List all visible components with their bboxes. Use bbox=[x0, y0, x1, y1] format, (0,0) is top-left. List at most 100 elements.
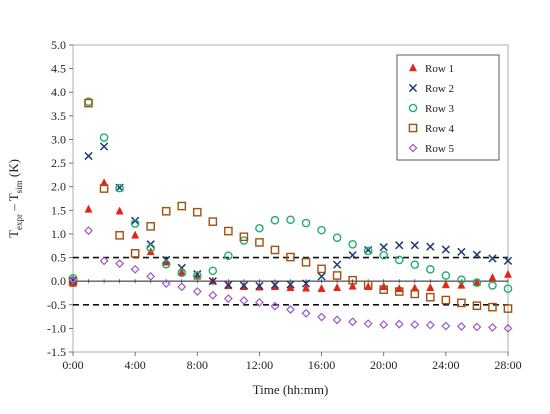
x-axis-label: Time (hh:mm) bbox=[253, 382, 329, 397]
series-3-point bbox=[208, 266, 218, 276]
series-2-point bbox=[426, 242, 435, 251]
series-2-point bbox=[488, 254, 497, 263]
series-3-point bbox=[488, 281, 497, 290]
series-2-point bbox=[317, 272, 326, 281]
series-5-point bbox=[286, 305, 295, 314]
y-tick-label: -0.5 bbox=[47, 298, 66, 312]
x-tick-label: 16:00 bbox=[308, 358, 335, 372]
y-tick-label: 1.5 bbox=[51, 203, 66, 217]
series-1-point bbox=[100, 178, 109, 187]
series-3-point bbox=[317, 225, 326, 235]
series-4-point bbox=[441, 295, 451, 305]
y-tick-label: 0.0 bbox=[51, 274, 66, 288]
series-2-point bbox=[332, 260, 342, 269]
series-1-point bbox=[302, 283, 311, 292]
series-5-point bbox=[239, 296, 249, 305]
series-4-point bbox=[115, 231, 124, 240]
series-3-point bbox=[146, 243, 155, 253]
series-3-point bbox=[270, 215, 280, 225]
series-5-point bbox=[84, 226, 93, 236]
series-3-point bbox=[348, 240, 357, 249]
legend-label: Row 3 bbox=[425, 103, 455, 115]
series-1-point bbox=[348, 281, 357, 290]
y-tick-label: 4.5 bbox=[51, 62, 66, 76]
series-4-point bbox=[472, 301, 482, 311]
series-1-point bbox=[317, 283, 326, 292]
series-3-point bbox=[363, 246, 373, 256]
series-5-point bbox=[410, 320, 420, 330]
series-4-point bbox=[379, 285, 389, 294]
series-4-point bbox=[503, 304, 513, 313]
series-4-point bbox=[192, 207, 202, 217]
x-tick-label: 8:00 bbox=[187, 358, 208, 372]
y-tick-label: -1.5 bbox=[47, 345, 66, 359]
legend-marker bbox=[408, 83, 418, 93]
series-5-point bbox=[223, 294, 233, 304]
series-2-point bbox=[379, 243, 388, 252]
series-4-point bbox=[348, 275, 357, 285]
y-tick-label: 3.0 bbox=[51, 132, 66, 146]
series-5-point bbox=[425, 320, 435, 330]
series-2-point bbox=[255, 281, 264, 291]
series-5-point bbox=[332, 315, 342, 325]
series-4-point bbox=[301, 257, 311, 267]
series-2-point bbox=[193, 269, 202, 279]
series-1-point bbox=[84, 204, 93, 213]
series-3-point bbox=[394, 255, 404, 265]
series-3-point bbox=[130, 219, 140, 228]
series-5-point bbox=[208, 290, 218, 300]
series-2-point bbox=[286, 280, 295, 289]
y-tick-label: -1.0 bbox=[47, 321, 66, 335]
series-2-point bbox=[131, 216, 140, 225]
y-tick-label: 3.5 bbox=[51, 109, 66, 123]
series-4-point bbox=[224, 226, 233, 236]
series-4-point bbox=[208, 217, 218, 226]
series-5-point bbox=[363, 319, 373, 329]
series-4-point bbox=[457, 298, 466, 308]
series-4-point bbox=[99, 184, 109, 193]
series-5-point bbox=[177, 282, 187, 292]
series-3-point bbox=[161, 259, 171, 269]
series-1-point bbox=[410, 283, 419, 292]
series-4-point bbox=[488, 302, 497, 312]
series-4-point bbox=[363, 280, 373, 290]
series-3-point bbox=[99, 133, 109, 142]
series-5-point bbox=[270, 301, 280, 311]
series-3-point bbox=[410, 260, 420, 269]
series-2-point bbox=[270, 280, 280, 290]
series-3-point bbox=[224, 251, 233, 260]
x-tick-label: 28:00 bbox=[494, 358, 521, 372]
series-2-point bbox=[457, 247, 466, 257]
series-2-point bbox=[224, 280, 233, 290]
series-5-point bbox=[68, 275, 78, 285]
series-5-point bbox=[301, 308, 311, 318]
y-tick-label: 2.5 bbox=[51, 156, 66, 170]
legend-label: Row 1 bbox=[425, 63, 454, 75]
series-5-point bbox=[115, 259, 125, 269]
series-2-point bbox=[239, 281, 249, 290]
legend-label: Row 4 bbox=[425, 123, 455, 135]
series-5-point bbox=[472, 322, 482, 332]
series-5-point bbox=[441, 321, 451, 331]
series-3-point bbox=[332, 233, 342, 243]
series-2-point bbox=[99, 142, 109, 151]
series-2-point bbox=[348, 251, 357, 260]
series-5-point bbox=[394, 319, 404, 329]
series-2-point bbox=[395, 241, 404, 250]
y-tick-label: 1.0 bbox=[51, 227, 66, 241]
series-4-point bbox=[270, 245, 280, 255]
series-2-point bbox=[410, 241, 419, 250]
series-1-point bbox=[503, 269, 513, 278]
series-5-point bbox=[503, 323, 513, 333]
series-5-point bbox=[379, 320, 389, 330]
series-3-point bbox=[286, 215, 295, 225]
series-3-point bbox=[503, 284, 513, 294]
legend-marker bbox=[408, 63, 418, 72]
series-3-point bbox=[379, 250, 389, 260]
y-tick-label: 0.5 bbox=[51, 251, 66, 265]
series-1-point bbox=[488, 273, 497, 282]
legend-label: Row 2 bbox=[425, 83, 454, 95]
series-3-point bbox=[192, 271, 202, 280]
y-axis-label: Texpr – Tsim (K) bbox=[6, 159, 24, 238]
